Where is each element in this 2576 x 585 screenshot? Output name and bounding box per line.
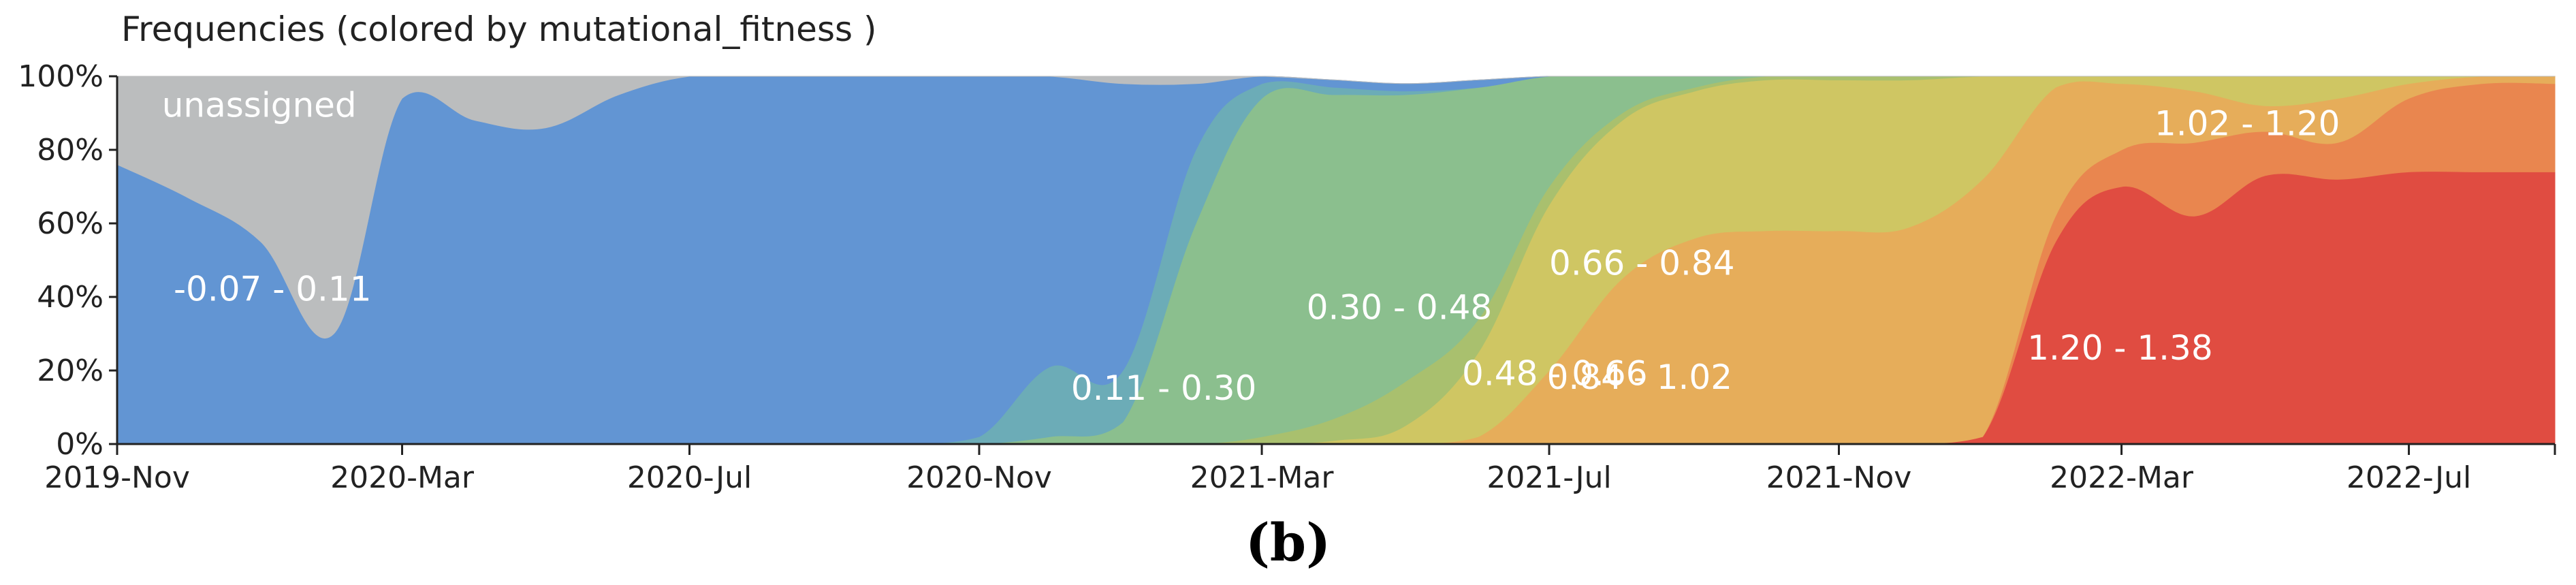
x-tick-label: 2022-Jul	[2347, 460, 2471, 495]
x-axis: 2019-Nov 2020-Mar 2020-Jul 2020-Nov 2021-Mar…	[44, 443, 2556, 495]
chart-title: Frequencies (colored by mutational_fitne…	[121, 10, 877, 49]
series-label-1-20-1-38: 1.20 - 1.38	[2027, 328, 2213, 368]
series-label-0-66-0-84: 0.66 - 0.84	[1549, 244, 1735, 283]
x-tick-label: 2020-Nov	[906, 460, 1052, 495]
x-tick-label: 2021-Nov	[1766, 460, 1912, 495]
y-tick-label: 20%	[37, 353, 104, 388]
x-tick-label: 2020-Jul	[627, 460, 752, 495]
panel-caption: (b)	[1245, 512, 1331, 573]
y-tick-label: 60%	[37, 206, 104, 241]
series-label-0-84-1-02: 0.84 - 1.02	[1547, 358, 1733, 397]
area-layer	[116, 76, 2556, 445]
frequency-stream-chart: 0% 20% 40% 60% 80% 100% 2019-Nov 2020-Mar 2020-…	[18, 59, 2556, 495]
y-tick-label: 40%	[37, 280, 104, 315]
x-tick-label: 2021-Mar	[1190, 460, 1335, 495]
series-label-layer: 1.20 - 1.38 1.02 - 1.20 0.84 - 1.02 0.66 - …	[162, 85, 2340, 408]
series-label-0-11-0-30: 0.11 - 0.30	[1071, 368, 1257, 408]
y-tick-label: 100%	[18, 59, 104, 94]
area-unassigned[interactable]	[116, 76, 2555, 339]
x-tick-label: 2022-Mar	[2050, 460, 2194, 495]
series-label-0-48-0-66: 0.48 - 0.66	[1462, 354, 1648, 394]
y-tick-label: 80%	[37, 133, 104, 168]
x-tick-label: 2020-Mar	[330, 460, 475, 495]
series-label-0-30-0-48: 0.30 - 0.48	[1307, 287, 1492, 327]
y-axis: 0% 20% 40% 60% 80% 100%	[18, 59, 118, 462]
series-label-unassigned: unassigned	[162, 85, 357, 125]
x-tick-label: 2019-Nov	[44, 460, 190, 495]
series-label-1-02-1-20: 1.02 - 1.20	[2154, 104, 2340, 143]
series-label-0-07-0-11: -0.07 - 0.11	[174, 269, 372, 309]
x-tick-label: 2021-Jul	[1486, 460, 1611, 495]
y-tick-label: 0%	[56, 427, 104, 462]
